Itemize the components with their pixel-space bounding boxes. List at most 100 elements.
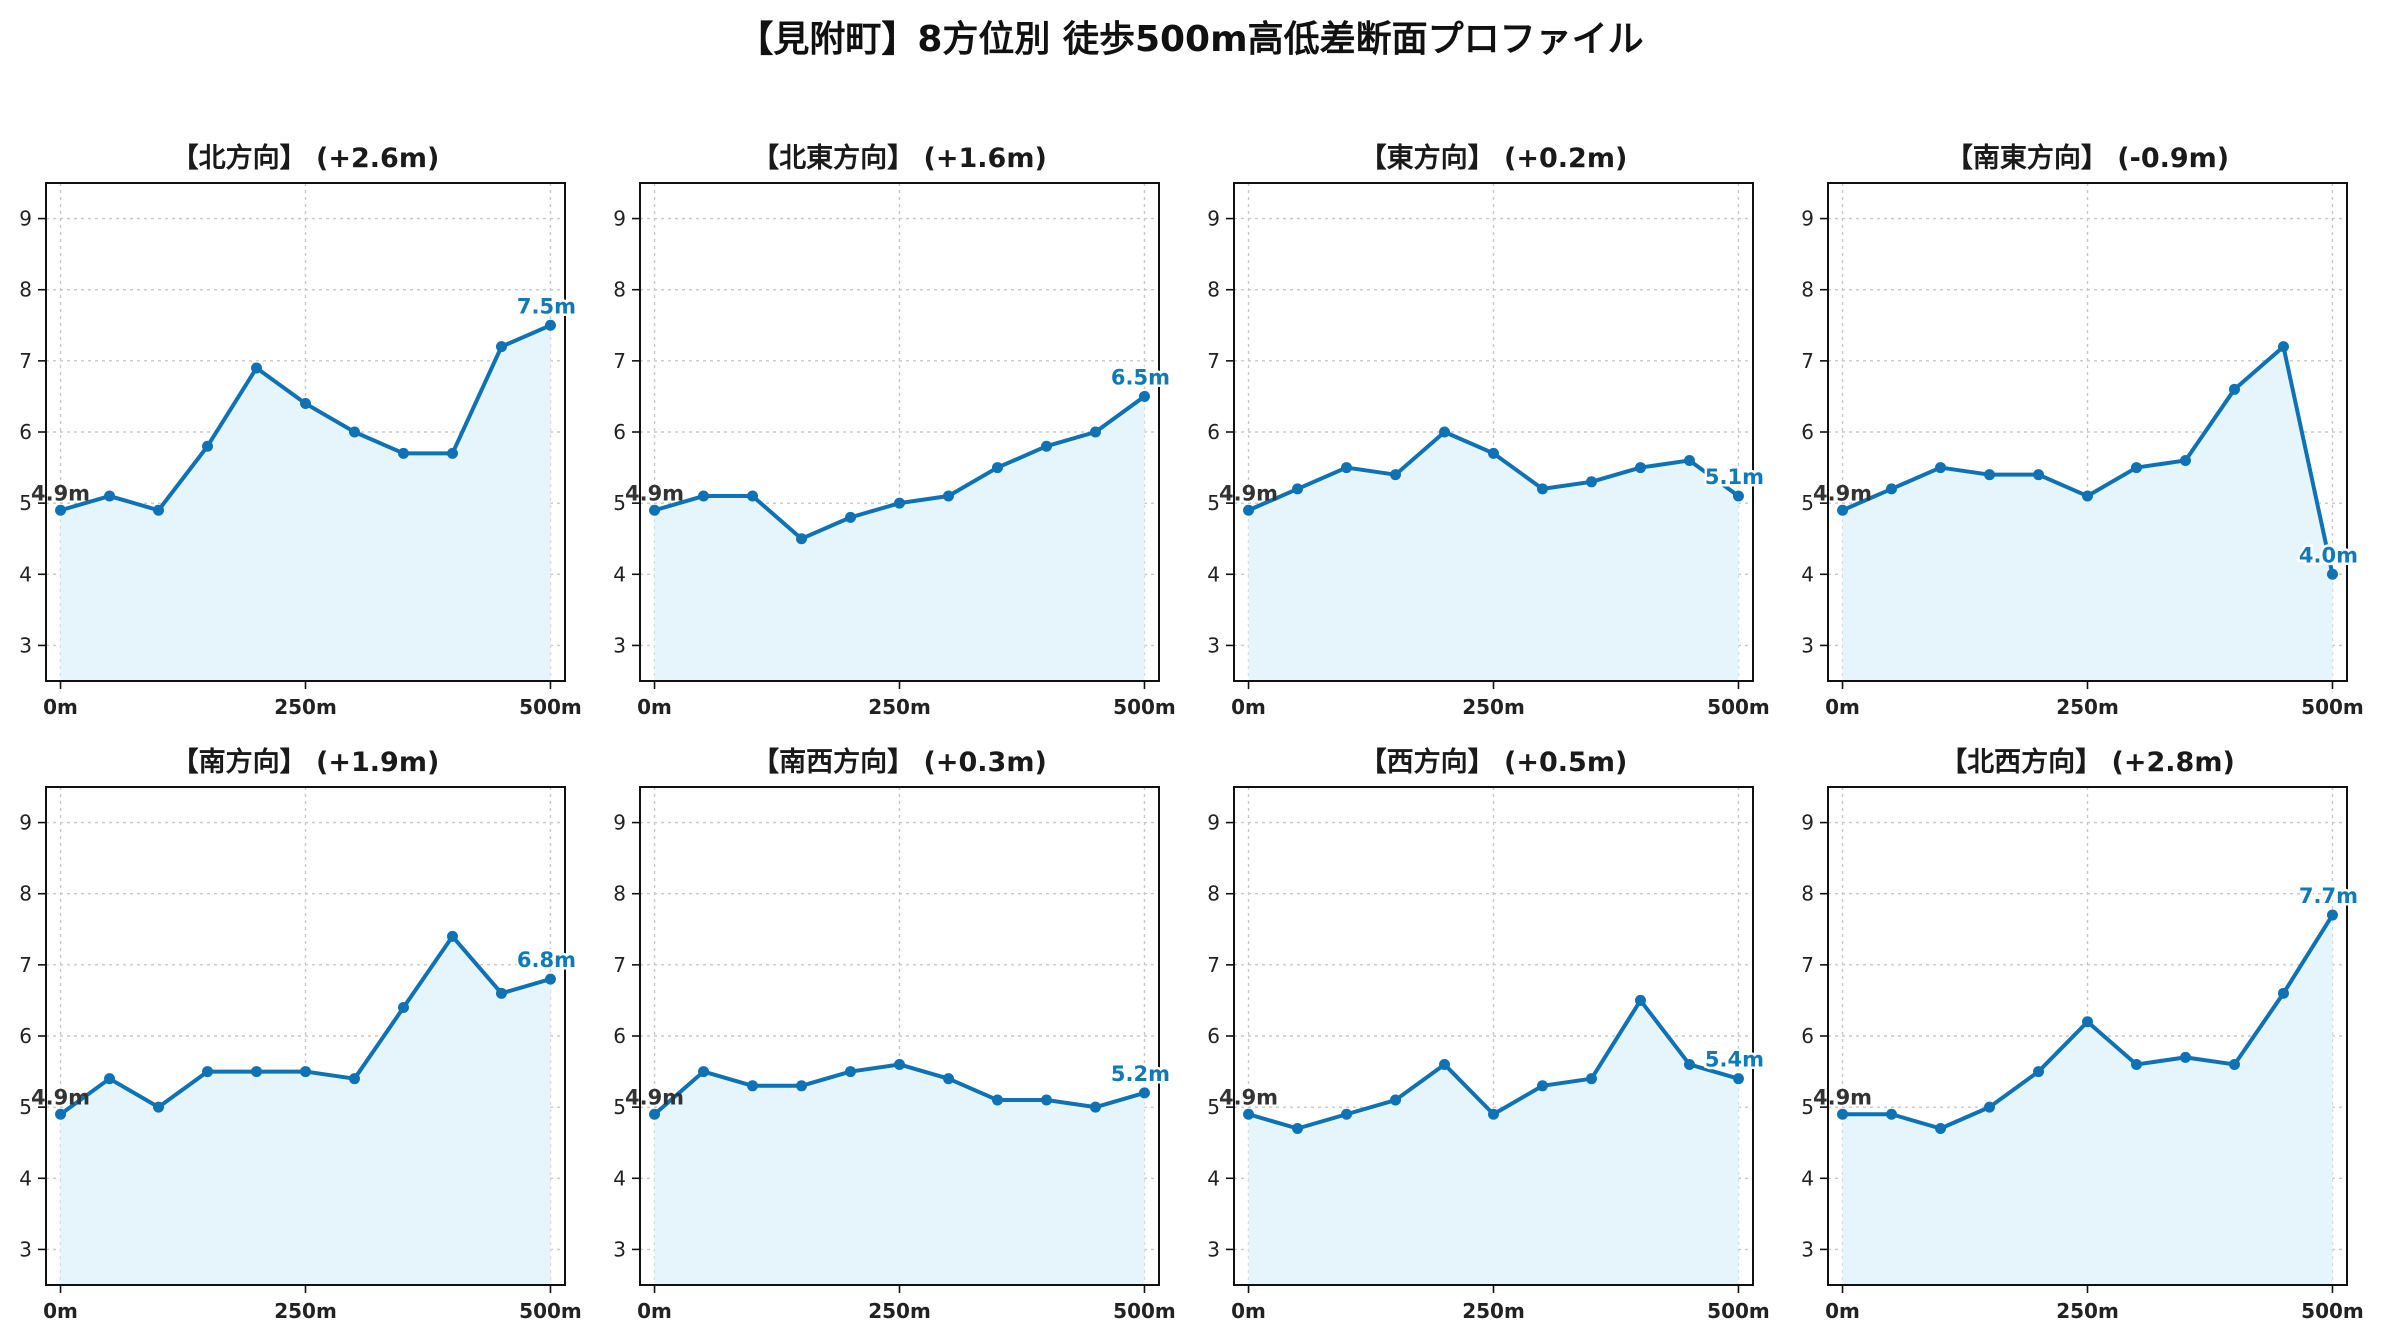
data-point <box>796 1080 808 1092</box>
data-point <box>1040 440 1052 452</box>
y-tick-label: 5 <box>1207 491 1220 515</box>
y-tick-label: 3 <box>1801 1237 1814 1261</box>
profile-panel: 【南東方向】 (-0.9m) 3 4 5 6 7 8 9 0m 250m 500m 4.9m 4.0m <box>1801 142 2363 719</box>
data-point <box>942 1073 954 1085</box>
data-point <box>251 1066 263 1078</box>
data-point <box>1089 426 1101 438</box>
data-point <box>1292 1122 1304 1134</box>
data-point <box>1683 454 1695 466</box>
data-point <box>2228 1058 2240 1070</box>
data-point <box>2277 341 2289 353</box>
data-point <box>942 490 954 502</box>
x-tick-label: 500m <box>1113 1299 1176 1323</box>
data-point <box>104 490 116 502</box>
data-point <box>348 426 360 438</box>
data-point <box>55 504 67 516</box>
x-tick-label: 500m <box>2301 695 2364 719</box>
data-point <box>446 930 458 942</box>
data-point <box>544 973 556 985</box>
y-tick-label: 7 <box>1801 953 1814 977</box>
y-tick-label: 5 <box>613 491 626 515</box>
y-tick-label: 4 <box>1801 1166 1814 1190</box>
data-point <box>1439 426 1451 438</box>
data-point <box>894 497 905 509</box>
elevation-area <box>1842 915 2333 1285</box>
x-tick-label: 0m <box>637 1299 672 1323</box>
y-tick-label: 7 <box>613 349 626 373</box>
profile-panel: 【西方向】 (+0.5m) 3 4 5 6 7 8 9 0m 250m 500m 4.9m 5.4m <box>1207 746 1769 1323</box>
data-point <box>397 1002 409 1014</box>
y-tick-label: 9 <box>1801 811 1814 835</box>
data-point <box>747 1080 759 1092</box>
start-elevation-label: 4.9m <box>625 481 684 505</box>
y-tick-label: 9 <box>613 811 626 835</box>
data-point <box>1984 469 1996 481</box>
data-point <box>153 504 165 516</box>
elevation-area <box>60 936 551 1285</box>
x-tick-label: 500m <box>1113 695 1176 719</box>
x-tick-label: 250m <box>2056 1299 2119 1323</box>
elevation-area <box>1842 346 2333 681</box>
y-tick-label: 7 <box>1801 349 1814 373</box>
data-point <box>845 511 857 523</box>
data-point <box>991 1094 1003 1106</box>
end-elevation-label: 5.1m <box>1705 465 1764 489</box>
data-point <box>300 1066 311 1078</box>
x-tick-label: 0m <box>43 695 78 719</box>
data-point <box>1984 1101 1996 1113</box>
y-tick-label: 6 <box>613 1024 626 1048</box>
y-tick-label: 7 <box>1207 349 1220 373</box>
data-point <box>1341 1108 1353 1120</box>
data-point <box>1243 1108 1255 1120</box>
profile-panel: 【南西方向】 (+0.3m) 3 4 5 6 7 8 9 0m 250m 500m 4.9m 5.2m <box>613 746 1175 1323</box>
data-point <box>1732 1073 1744 1085</box>
start-elevation-label: 4.9m <box>1813 481 1872 505</box>
data-point <box>1536 483 1548 495</box>
data-point <box>2326 568 2338 580</box>
data-point <box>1935 1122 1947 1134</box>
x-tick-label: 0m <box>1231 695 1266 719</box>
y-tick-label: 3 <box>19 633 32 657</box>
x-tick-label: 0m <box>1231 1299 1266 1323</box>
y-tick-label: 6 <box>1801 420 1814 444</box>
y-tick-label: 3 <box>1801 633 1814 657</box>
x-tick-label: 250m <box>274 1299 337 1323</box>
x-tick-label: 250m <box>274 695 337 719</box>
y-tick-label: 4 <box>19 1166 32 1190</box>
y-tick-label: 9 <box>19 207 32 231</box>
y-tick-label: 4 <box>1801 562 1814 586</box>
x-tick-label: 500m <box>1707 1299 1770 1323</box>
data-point <box>747 490 759 502</box>
data-point <box>698 1066 710 1078</box>
start-elevation-label: 4.9m <box>31 1085 90 1109</box>
data-point <box>153 1101 165 1113</box>
end-elevation-label: 4.0m <box>2299 543 2358 567</box>
y-tick-label: 9 <box>1207 207 1220 231</box>
y-tick-label: 5 <box>19 491 32 515</box>
x-tick-label: 0m <box>637 695 672 719</box>
panel-title: 【南東方向】 (-0.9m) <box>1946 142 2229 174</box>
start-elevation-label: 4.9m <box>625 1085 684 1109</box>
data-point <box>1732 490 1744 502</box>
y-tick-label: 3 <box>613 633 626 657</box>
data-point <box>1390 469 1402 481</box>
x-tick-label: 500m <box>2301 1299 2364 1323</box>
data-point <box>495 987 507 999</box>
end-elevation-label: 5.2m <box>1111 1062 1170 1086</box>
start-elevation-label: 4.9m <box>1219 481 1278 505</box>
y-tick-label: 8 <box>1801 278 1814 302</box>
panel-title: 【北西方向】 (+2.8m) <box>1940 746 2235 778</box>
data-point <box>2326 909 2338 921</box>
x-tick-label: 250m <box>868 695 931 719</box>
data-point <box>1536 1080 1548 1092</box>
y-tick-label: 7 <box>613 953 626 977</box>
panel-title: 【北東方向】 (+1.6m) <box>752 142 1047 174</box>
data-point <box>2033 1066 2045 1078</box>
x-tick-label: 500m <box>519 695 582 719</box>
panel-title: 【東方向】 (+0.2m) <box>1360 142 1628 174</box>
data-point <box>1138 1087 1150 1099</box>
end-elevation-label: 7.5m <box>517 294 576 318</box>
data-point <box>2130 462 2142 474</box>
end-elevation-label: 5.4m <box>1705 1048 1764 1072</box>
elevation-area <box>1248 1000 1739 1285</box>
